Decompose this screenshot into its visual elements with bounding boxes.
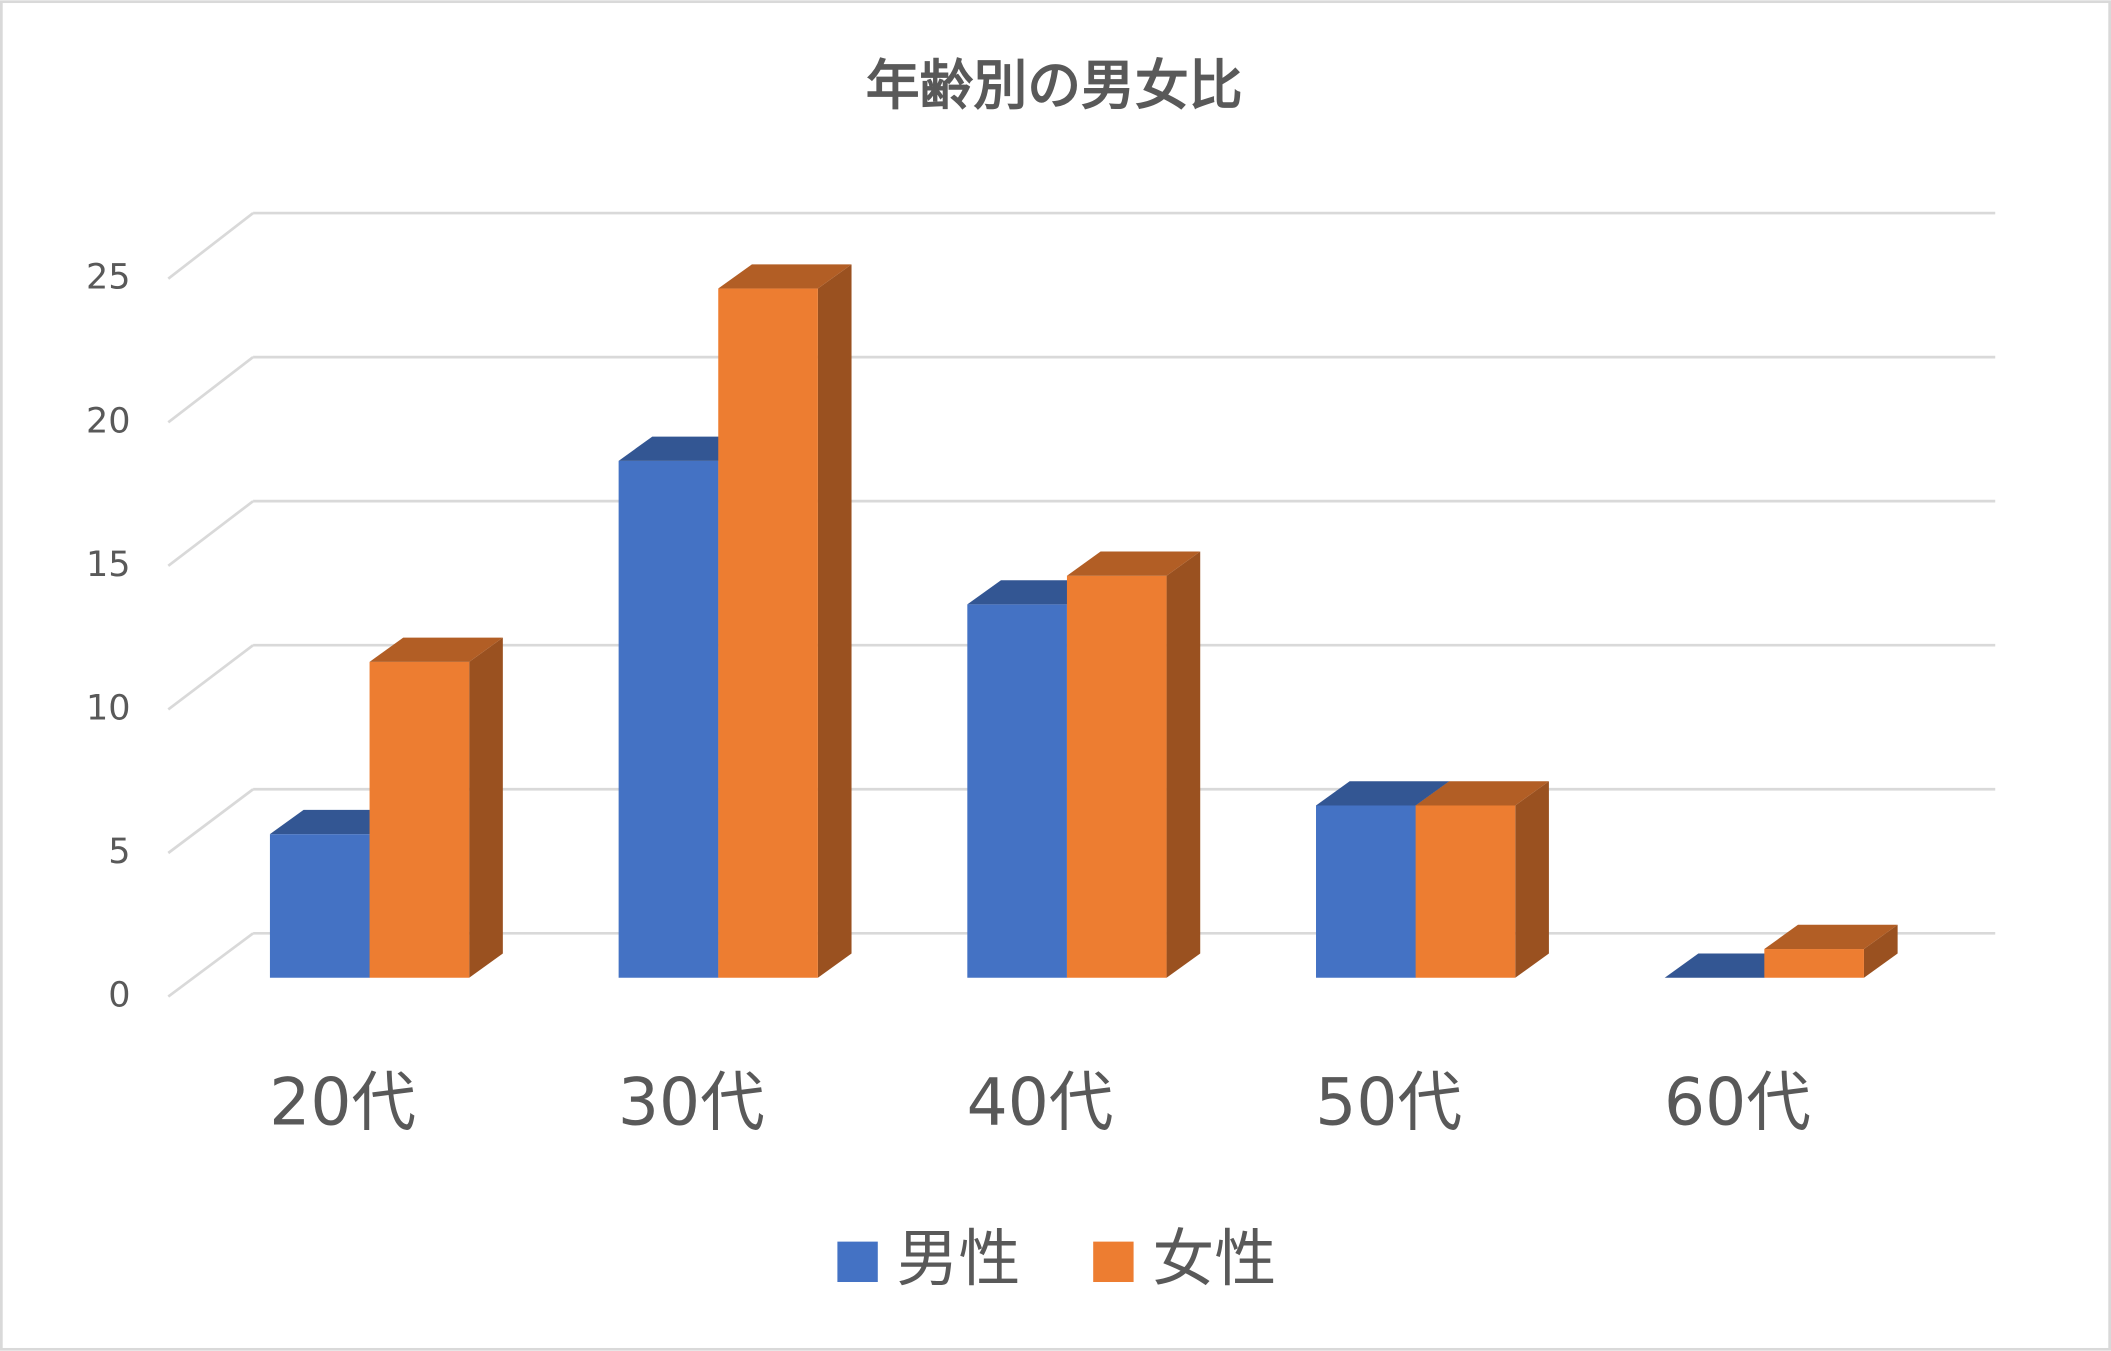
bar [269,834,370,978]
grid-diagonal [167,644,254,711]
bar-top [718,264,852,289]
bar [1316,805,1416,978]
legend-swatch [1093,1241,1134,1283]
bar [369,661,470,978]
y-tick-label: 10 [86,688,131,728]
y-tick-label: 20 [86,401,131,441]
grid-diagonal [167,356,254,424]
bar [967,604,1067,978]
y-tick-label: 5 [108,832,130,872]
bar-side [1515,781,1549,978]
grid-diagonal [167,500,254,567]
grid-diagonal [167,211,254,280]
bar [1066,575,1167,978]
bar-side [469,637,503,978]
bar [618,460,719,978]
grid-diagonal [167,788,254,855]
bar [718,288,818,978]
bar-top [1316,781,1450,806]
legend-label: 女性 [1152,1223,1276,1295]
grid-diagonal [167,932,254,998]
y-tick-label: 25 [86,258,131,298]
bar [1764,949,1864,978]
x-tick-label: 30代 [618,1066,765,1141]
bar-top [1764,924,1898,950]
bar-side [1863,924,1898,978]
bar [1415,805,1516,978]
x-tick-label: 40代 [967,1066,1114,1141]
y-tick-label: 15 [86,545,131,585]
bar-top [369,637,503,662]
legend-label: 男性 [897,1223,1021,1295]
chart-title: 年齢別の男女比 [866,54,1243,117]
legend-swatch [837,1241,878,1283]
x-tick-label: 50代 [1315,1066,1462,1141]
bar-side [817,264,852,978]
bar-side [1166,551,1201,978]
y-tick-label: 0 [108,976,130,1016]
bar-top [1415,781,1549,806]
x-tick-label: 60代 [1664,1066,1811,1141]
bar-top [1066,551,1201,576]
x-tick-label: 20代 [269,1066,416,1141]
